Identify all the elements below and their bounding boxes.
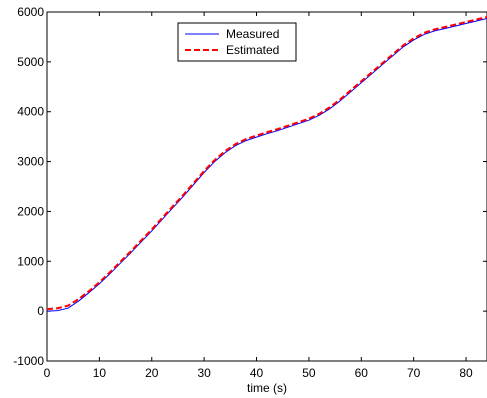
legend-box [177,22,297,62]
series-line-measured [46,18,487,312]
series-group [46,16,487,312]
legend-label-measured: Measured [226,27,279,41]
y-tick-label: -1000 [13,354,44,368]
x-tick-label: 60 [355,366,369,380]
x-tick-label: 80 [459,366,473,380]
y-tick-label: 4000 [17,105,44,119]
x-tick-label: 50 [302,366,316,380]
y-tick-label: 0 [37,304,44,318]
x-tick-label: 40 [250,366,264,380]
y-tick-label: 2000 [17,204,44,218]
legend: Measured Estimated [177,22,297,62]
legend-label-estimated: Estimated [226,43,279,57]
series-line-estimated [46,16,487,311]
x-axis-label: time (s) [247,381,287,395]
x-axis: 0 10 20 30 40 50 60 70 80 [44,12,473,380]
x-tick-label: 0 [44,366,51,380]
y-tick-label: 3000 [17,155,44,169]
y-tick-label: 5000 [17,55,44,69]
plot-area [46,11,487,362]
x-tick-label: 20 [145,366,159,380]
y-tick-label: 1000 [17,254,44,268]
x-tick-label: 70 [407,366,421,380]
x-tick-label: 30 [197,366,211,380]
x-tick-label: 10 [93,366,107,380]
y-axis: -1000 0 1000 2000 3000 4000 5000 6000 [13,5,487,368]
y-tick-label: 6000 [17,5,44,19]
